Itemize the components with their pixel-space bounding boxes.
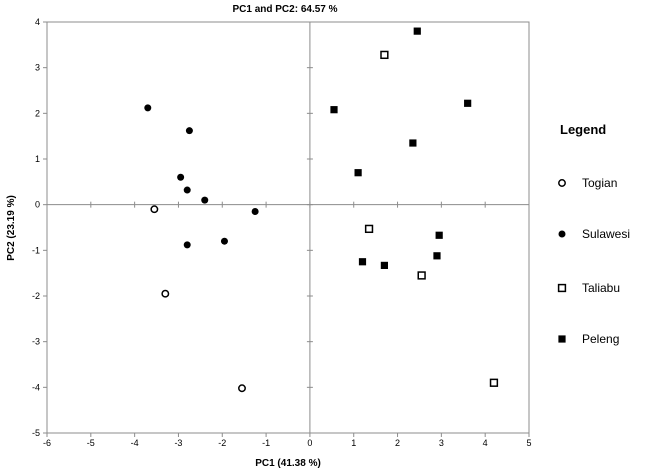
legend-label-togian: Togian — [582, 176, 617, 190]
peleng-point — [330, 106, 338, 114]
x-tick-label: -5 — [87, 438, 95, 448]
taliabu-point — [417, 271, 426, 280]
peleng-point — [380, 261, 388, 270]
y-tick-label: -1 — [32, 245, 40, 255]
zero-axes — [47, 22, 529, 433]
x-tick-label: 1 — [351, 438, 356, 448]
togian-point — [238, 384, 246, 393]
peleng-point — [435, 231, 443, 239]
sulawesi-point — [201, 196, 209, 204]
togian-point — [150, 205, 159, 214]
legend-marker-taliabu — [557, 283, 567, 293]
x-tick-label: 2 — [395, 438, 400, 448]
y-tick-label: 3 — [35, 63, 40, 73]
y-tick-label: -5 — [32, 428, 40, 438]
legend-marker-peleng — [558, 335, 566, 343]
y-tick-label: 0 — [35, 200, 40, 210]
peleng-point — [433, 252, 441, 260]
y-tick-label: 2 — [35, 108, 40, 118]
sulawesi-point — [183, 186, 191, 194]
peleng-point — [413, 27, 421, 35]
y-axis-label: PC2 (23.19 %) — [6, 195, 17, 261]
x-tick-label: 3 — [439, 438, 444, 448]
sulawesi-point — [251, 208, 259, 216]
x-tick-label: -3 — [174, 438, 182, 448]
y-axis-ticks — [43, 21, 313, 434]
x-tick-label: -1 — [262, 438, 270, 448]
peleng-point — [464, 99, 472, 107]
legend-title: Legend — [560, 122, 606, 137]
taliabu-point — [364, 224, 374, 234]
data-points — [144, 27, 499, 393]
taliabu-point — [380, 50, 389, 60]
chart-title: PC1 and PC2: 64.57 % — [232, 4, 337, 15]
y-tick-label: -3 — [32, 337, 40, 347]
taliabu-point — [489, 378, 499, 387]
x-tick-label: -6 — [43, 438, 51, 448]
legend-marker-togian — [558, 179, 566, 187]
peleng-point — [354, 169, 362, 177]
y-tick-label: 1 — [35, 154, 40, 164]
sulawesi-point — [183, 241, 191, 249]
sulawesi-point — [177, 173, 185, 181]
legend-label-taliabu: Taliabu — [582, 281, 620, 295]
x-tick-label: -2 — [218, 438, 226, 448]
legend-label-peleng: Peleng — [582, 332, 619, 346]
y-tick-label: -4 — [32, 382, 40, 392]
x-axis-ticks — [46, 201, 530, 437]
peleng-point — [409, 139, 417, 147]
sulawesi-point — [144, 104, 152, 112]
togian-point — [161, 289, 170, 298]
peleng-point — [358, 258, 367, 266]
x-tick-label: -4 — [131, 438, 139, 448]
plot-area-border — [46, 21, 530, 434]
legend-marker-sulawesi — [558, 230, 566, 238]
x-axis-label: PC1 (41.38 %) — [255, 458, 321, 469]
legend-label-sulawesi: Sulawesi — [582, 227, 630, 241]
legend: Legend Togian Sulawesi Taliabu Peleng — [557, 122, 630, 346]
x-tick-label: 0 — [307, 438, 312, 448]
x-tick-label: 5 — [526, 438, 531, 448]
y-tick-label: 4 — [35, 17, 40, 27]
y-tick-label: -2 — [32, 291, 40, 301]
sulawesi-point — [185, 127, 193, 135]
x-tick-label: 4 — [483, 438, 488, 448]
sulawesi-point — [220, 237, 228, 245]
